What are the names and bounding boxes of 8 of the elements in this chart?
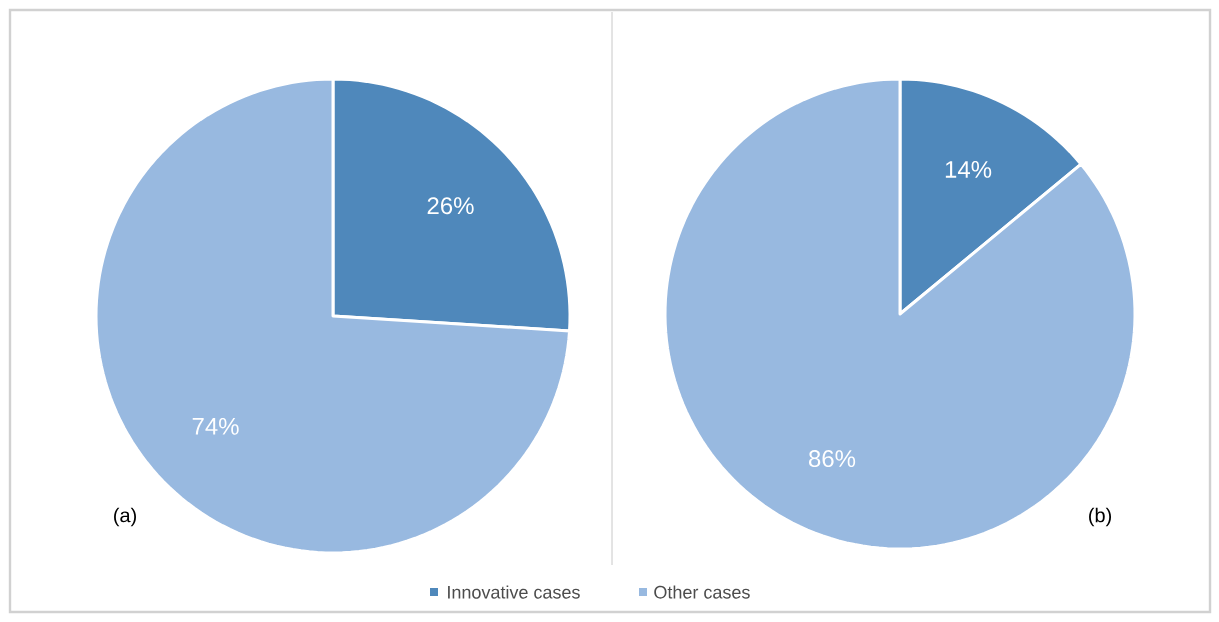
legend-label: Other cases bbox=[654, 585, 750, 599]
data-label: 74% bbox=[192, 417, 239, 435]
legend-label: Innovative cases bbox=[448, 585, 580, 599]
text: (b) bbox=[1089, 507, 1112, 527]
data-label: 14% bbox=[945, 161, 992, 178]
text: (a) bbox=[114, 507, 136, 527]
data-label: 86% bbox=[809, 450, 856, 468]
data-label: 26% bbox=[427, 197, 474, 215]
